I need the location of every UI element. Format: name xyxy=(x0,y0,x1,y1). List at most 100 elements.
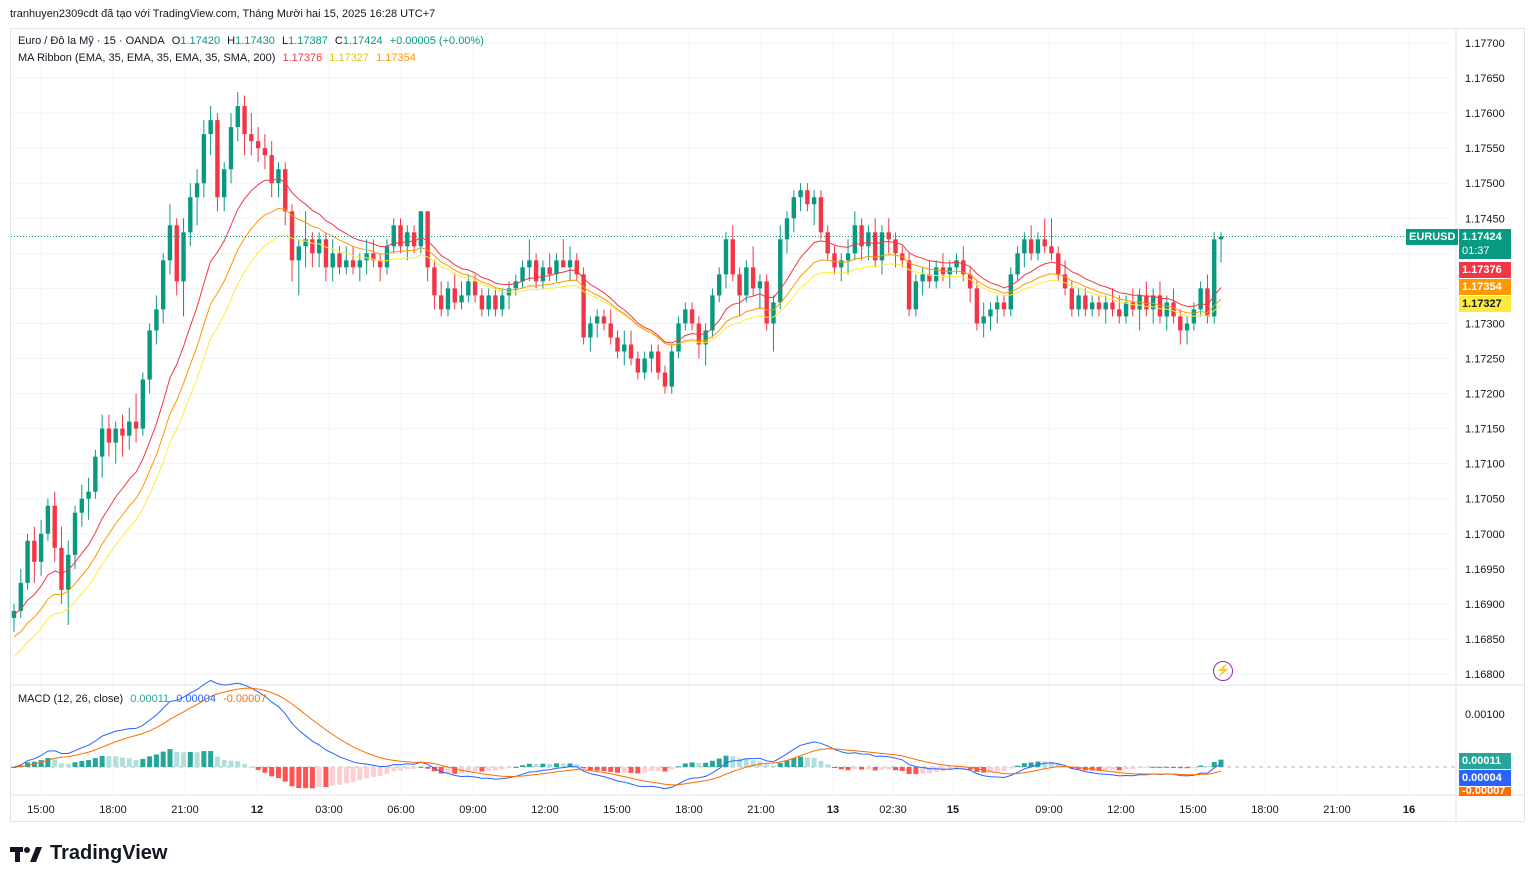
candle-body xyxy=(330,253,335,268)
time-axis-label: 21:00 xyxy=(747,804,775,816)
candle-body xyxy=(140,379,146,429)
time-axis-label: 18:00 xyxy=(1251,804,1279,816)
candle-body xyxy=(323,239,329,268)
symbol-legend[interactable]: Euro / Đô la Mỹ · 15 · OANDA O1.17420 H1… xyxy=(18,35,488,47)
candle-body xyxy=(1198,288,1203,310)
macd-hist-bar xyxy=(140,758,146,767)
macd-hist-bar xyxy=(282,767,288,782)
symbol-tag: EURUSD xyxy=(1406,229,1459,245)
candle-body xyxy=(730,239,735,275)
macd-hist-bar xyxy=(350,767,356,782)
macd-hist-bar xyxy=(384,767,390,774)
macd-hist-bar xyxy=(608,767,614,772)
macd-hist-bar xyxy=(872,767,878,771)
candle-body xyxy=(533,260,539,282)
candle-body xyxy=(438,295,444,310)
macd-hist-bar xyxy=(865,767,871,770)
candle-body xyxy=(1103,302,1108,310)
candle-body xyxy=(1096,302,1102,310)
time-axis-label: 15:00 xyxy=(603,804,631,816)
macd-hist-bar xyxy=(845,767,851,771)
macd-hist-bar xyxy=(214,756,220,767)
macd-hist-bar xyxy=(296,767,302,789)
candle-body xyxy=(66,554,71,590)
macd-hist-bar xyxy=(859,767,865,770)
candle-body xyxy=(981,316,986,324)
macd-hist-bar xyxy=(655,767,661,772)
candle-body xyxy=(547,267,552,275)
macd-hist-bar xyxy=(1055,763,1061,767)
macd-hist-bar xyxy=(45,757,51,767)
candle-body xyxy=(262,148,268,156)
candle-body xyxy=(93,456,98,492)
tradingview-logo[interactable]: TradingView xyxy=(10,842,167,865)
time-axis-label: 09:00 xyxy=(459,804,487,816)
macd-hist-bar xyxy=(899,767,905,771)
candle-body xyxy=(1130,302,1136,310)
macd-hist-bar xyxy=(669,767,675,770)
macd-hist-bar xyxy=(764,764,770,767)
macd-hist-bar xyxy=(1116,767,1122,771)
macd-hist-bar xyxy=(1150,766,1156,768)
macd-hist-bar xyxy=(987,767,993,773)
macd-hist-bar xyxy=(1204,766,1210,768)
price-axis-label: 1.16850 xyxy=(1465,634,1505,646)
candle-body xyxy=(710,295,715,331)
price-axis-label: 1.17100 xyxy=(1465,459,1505,471)
macd-hist-bar xyxy=(838,767,844,770)
candle-body xyxy=(459,295,464,303)
price-axis-label: 1.17600 xyxy=(1465,108,1505,120)
macd-hist-bar xyxy=(1015,765,1021,767)
candle-body xyxy=(391,225,396,247)
candle-body xyxy=(11,610,17,618)
candle-body xyxy=(479,295,485,310)
candle-body xyxy=(283,169,288,212)
macd-hist-bar xyxy=(784,760,790,767)
candle-body xyxy=(1015,253,1020,275)
macd-hist-bar xyxy=(167,749,173,767)
candle-body xyxy=(662,372,668,387)
macd-hist-bar xyxy=(594,767,600,771)
macd-hist-bar xyxy=(357,767,363,781)
macd-hist-bar xyxy=(486,767,492,771)
macd-hist-bar xyxy=(1123,767,1129,770)
macd-hist-bar xyxy=(540,763,546,767)
macd-hist-bar xyxy=(398,767,404,771)
candle-body xyxy=(1212,239,1217,317)
price-axis-label: 1.17300 xyxy=(1465,318,1505,330)
candle-body xyxy=(832,253,837,268)
macd-hist-bar xyxy=(452,767,458,774)
candle-body xyxy=(472,281,478,296)
candle-body xyxy=(676,323,681,352)
macd-hist-bar xyxy=(262,767,268,773)
macd-hist-bar xyxy=(1028,762,1034,767)
candle-body xyxy=(893,239,898,254)
macd-hist-bar xyxy=(221,759,227,767)
candle-body xyxy=(38,533,44,562)
macd-hist-bar xyxy=(58,763,64,767)
macd-hist-bar xyxy=(1096,767,1102,771)
candle-body xyxy=(561,260,566,268)
lightning-icon[interactable]: ⚡ xyxy=(1213,661,1233,681)
candle-body xyxy=(398,225,403,247)
time-axis-label: 03:00 xyxy=(315,804,343,816)
time-axis-label: 16 xyxy=(1403,804,1415,816)
candle-body xyxy=(1035,239,1041,254)
candle-body xyxy=(737,274,742,296)
macd-hist-bar xyxy=(533,764,539,767)
candle-body xyxy=(886,232,891,240)
chart-frame[interactable] xyxy=(10,28,1525,822)
candle-body xyxy=(377,260,383,268)
ohlc-change: +0.00005 (+0.00%) xyxy=(389,35,484,47)
ma-ribbon-legend[interactable]: MA Ribbon (EMA, 35, EMA, 35, EMA, 35, SM… xyxy=(18,52,420,64)
macd-hist-bar xyxy=(506,767,512,769)
time-axis-label: 15 xyxy=(947,804,959,816)
macd-hist-bar xyxy=(242,763,248,767)
macd-hist-bar xyxy=(235,761,241,767)
candle-body xyxy=(750,267,756,289)
candle-body xyxy=(554,260,559,275)
candle-body xyxy=(72,512,78,555)
macd-hist-bar xyxy=(174,751,180,767)
macd-legend[interactable]: MACD (12, 26, close) 0.00011 0.00004 -0.… xyxy=(18,693,271,705)
